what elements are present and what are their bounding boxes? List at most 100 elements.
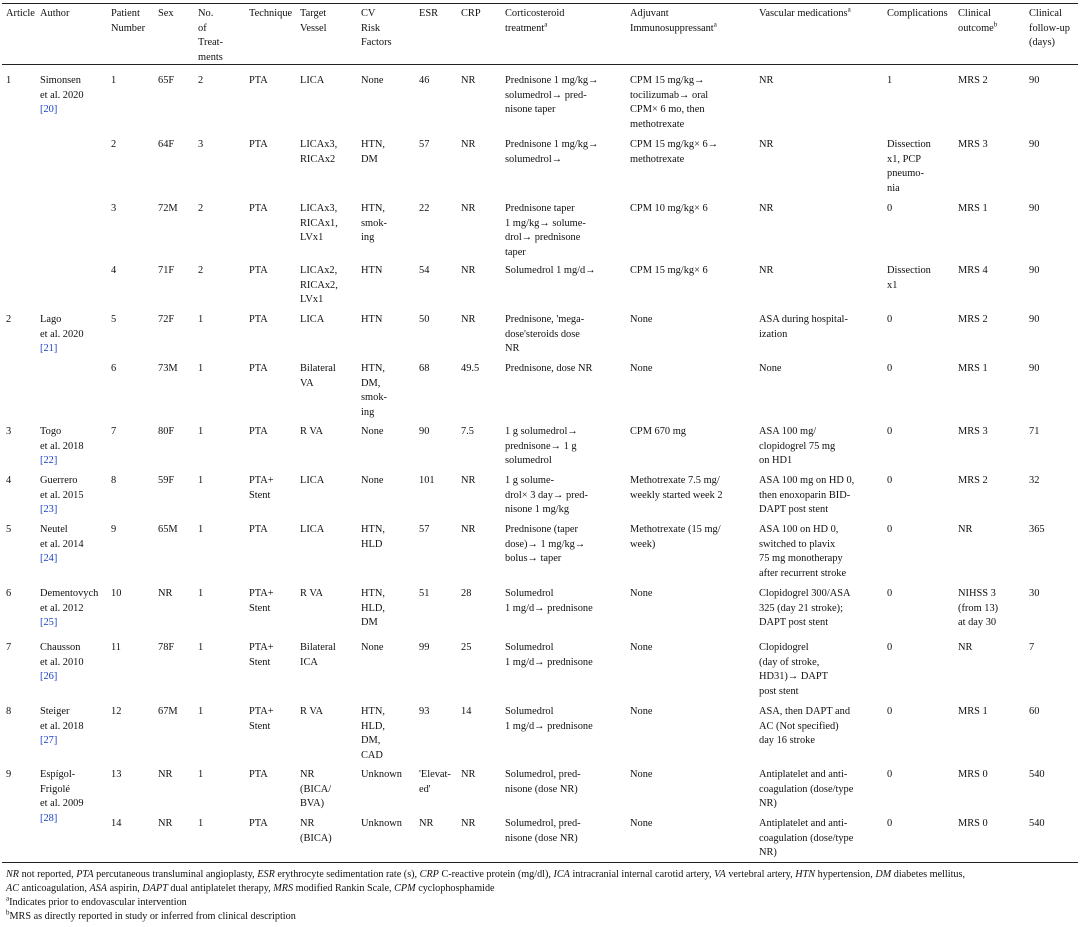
cell-vascular-medications: Antiplatelet and anti- coagulation (dose… <box>759 769 854 809</box>
article-number: 2 <box>6 314 12 325</box>
author-citation: Steiger et al. 2018 [27] <box>40 706 84 746</box>
cell-esr: 90 <box>419 426 430 437</box>
cell-complications: 0 <box>887 642 893 653</box>
reference-link[interactable]: [24] <box>40 553 58 564</box>
reference-link[interactable]: [27] <box>40 735 58 746</box>
cell-treatments: 1 <box>198 475 204 486</box>
cell-target-vessel: LICA <box>300 524 325 535</box>
cell-patient-number: 2 <box>111 139 117 150</box>
cell-adjuvant: CPM 15 mg/kg→ tocilizumab→ oral CPM× 6 m… <box>630 75 709 130</box>
cell-corticosteroid: Solumedrol 1 mg/d→ prednisone <box>505 706 593 732</box>
cell-treatments: 1 <box>198 588 204 599</box>
cell-esr: NR <box>419 818 434 829</box>
cell-risk-factors: HTN, DM, smok- ing <box>361 363 387 418</box>
cell-vascular-medications: Antiplatelet and anti- coagulation (dose… <box>759 818 854 858</box>
cell-clinical-outcome: NIHSS 3 (from 13) at day 30 <box>958 588 999 628</box>
cell-follow-up: 540 <box>1029 818 1045 829</box>
cell-technique: PTA+ Stent <box>249 642 274 668</box>
cell-risk-factors: HTN, HLD <box>361 524 385 550</box>
article-number: 4 <box>6 475 12 486</box>
cell-esr: 50 <box>419 314 430 325</box>
author-citation: Chausson et al. 2010 [26] <box>40 642 84 682</box>
reference-link[interactable]: [26] <box>40 671 58 682</box>
cell-sex: NR <box>158 588 173 599</box>
cell-treatments: 2 <box>198 75 204 86</box>
cell-treatments: 3 <box>198 139 204 150</box>
reference-link[interactable]: [20] <box>40 104 58 115</box>
cell-patient-number: 8 <box>111 475 117 486</box>
reference-link[interactable]: [25] <box>40 617 58 628</box>
cell-corticosteroid: Prednisone (taper dose)→ 1 mg/kg→ bolus→… <box>505 524 586 564</box>
header-vascular-medications: Vascular medicationsa <box>759 5 851 19</box>
cell-esr: 57 <box>419 524 430 535</box>
abbreviations-line-2: AC anticoagulation, ASA aspirin, DAPT du… <box>6 883 495 894</box>
cell-sex: NR <box>158 818 173 829</box>
cell-patient-number: 7 <box>111 426 117 437</box>
cell-treatments: 1 <box>198 706 204 717</box>
cell-follow-up: 90 <box>1029 363 1040 374</box>
cell-risk-factors: None <box>361 75 384 86</box>
footnote-a: aIndicates prior to endovascular interve… <box>6 894 187 908</box>
cell-sex: 67M <box>158 706 178 717</box>
cell-complications: Dissection x1, PCP pneumo- nia <box>887 139 931 194</box>
cell-technique: PTA <box>249 363 268 374</box>
reference-link[interactable]: [28] <box>40 812 58 824</box>
cell-technique: PTA <box>249 524 268 535</box>
footnote-marker: a <box>713 20 717 29</box>
cell-sex: 64F <box>158 139 175 150</box>
cell-technique: PTA+ Stent <box>249 706 274 732</box>
cell-target-vessel: NR (BICA) <box>300 818 332 844</box>
cell-treatments: 2 <box>198 203 204 214</box>
cell-sex: 78F <box>158 642 175 653</box>
cell-crp: 28 <box>461 588 472 599</box>
cell-corticosteroid: Solumedrol 1 mg/d→ prednisone <box>505 588 593 614</box>
cell-adjuvant: CPM 15 mg/kg× 6 <box>630 265 708 276</box>
cell-target-vessel: LICAx3, RICAx2 <box>300 139 338 165</box>
cell-follow-up: 32 <box>1029 475 1040 486</box>
article-number: 5 <box>6 524 12 535</box>
cell-adjuvant: None <box>630 769 653 780</box>
author-citation: Guerrero et al. 2015 [23] <box>40 475 84 515</box>
cell-treatments: 1 <box>198 363 204 374</box>
cell-treatments: 1 <box>198 426 204 437</box>
header-patient-number: Patient Number <box>111 8 146 34</box>
cell-clinical-outcome: MRS 1 <box>958 706 988 717</box>
cell-risk-factors: Unknown <box>361 818 402 829</box>
cell-complications: 0 <box>887 475 893 486</box>
cell-patient-number: 10 <box>111 588 122 599</box>
cell-vascular-medications: Clopidogrel 300/ASA 325 (day 21 stroke);… <box>759 588 851 628</box>
reference-link[interactable]: [23] <box>40 504 58 515</box>
cell-target-vessel: R VA <box>300 706 324 717</box>
cell-risk-factors: HTN, DM <box>361 139 385 165</box>
cell-target-vessel: R VA <box>300 588 324 599</box>
reference-link[interactable]: [21] <box>40 343 58 354</box>
cell-complications: 0 <box>887 363 893 374</box>
cell-crp: NR <box>461 475 476 486</box>
cell-complications: 0 <box>887 524 893 535</box>
cell-vascular-medications: Clopidogrel (day of stroke, HD31)→ DAPT … <box>759 642 828 697</box>
cell-crp: NR <box>461 314 476 325</box>
article-number: 3 <box>6 426 12 437</box>
cell-vascular-medications: ASA during hospital- ization <box>759 314 848 340</box>
cell-vascular-medications: ASA 100 mg on HD 0, then enoxoparin BID-… <box>759 475 855 515</box>
cell-target-vessel: LICA <box>300 75 325 86</box>
table-top-rule <box>2 3 1078 4</box>
cell-sex: 80F <box>158 426 175 437</box>
cell-target-vessel: LICA <box>300 475 325 486</box>
cell-follow-up: 71 <box>1029 426 1040 437</box>
cell-patient-number: 1 <box>111 75 117 86</box>
cell-adjuvant: CPM 15 mg/kg× 6→ methotrexate <box>630 139 719 165</box>
cell-complications: 0 <box>887 588 893 599</box>
cell-crp: 14 <box>461 706 472 717</box>
cell-patient-number: 13 <box>111 769 122 780</box>
cell-corticosteroid: Prednisone 1 mg/kg→ solumedrol→ pred- ni… <box>505 75 599 115</box>
reference-link[interactable]: [22] <box>40 455 58 466</box>
cell-risk-factors: None <box>361 475 384 486</box>
cell-clinical-outcome: MRS 1 <box>958 203 988 214</box>
cell-complications: Dissection x1 <box>887 265 931 291</box>
cell-follow-up: 30 <box>1029 588 1040 599</box>
cell-complications: 1 <box>887 75 893 86</box>
cell-adjuvant: None <box>630 818 653 829</box>
cell-complications: 0 <box>887 203 893 214</box>
cell-technique: PTA <box>249 769 268 780</box>
